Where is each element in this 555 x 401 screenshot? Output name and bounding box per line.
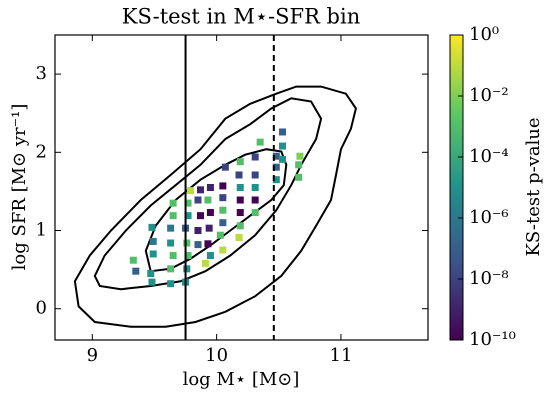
point bbox=[184, 199, 192, 207]
point bbox=[169, 212, 177, 220]
point bbox=[183, 239, 191, 247]
point bbox=[194, 196, 202, 204]
colorbar-tick-label: 10⁻² bbox=[469, 85, 509, 106]
colorbar-tick-label: 10⁻⁴ bbox=[469, 146, 509, 167]
point bbox=[219, 182, 227, 190]
point bbox=[204, 240, 212, 248]
point bbox=[187, 187, 195, 195]
point bbox=[201, 259, 209, 267]
point bbox=[279, 142, 287, 150]
point bbox=[216, 231, 224, 239]
point bbox=[236, 158, 244, 166]
point bbox=[149, 250, 157, 258]
point bbox=[219, 246, 227, 254]
point bbox=[221, 163, 229, 171]
point bbox=[251, 153, 259, 161]
point bbox=[204, 196, 212, 204]
point bbox=[251, 171, 259, 179]
y-axis-label: log SFR [M⊙ yr⁻¹] bbox=[9, 104, 30, 271]
x-axis-label: log M⋆ [M⊙] bbox=[183, 369, 300, 390]
colorbar-tick-label: 10⁻⁶ bbox=[469, 207, 509, 228]
chart-title: KS-test in M⋆-SFR bin bbox=[122, 5, 361, 29]
point bbox=[147, 270, 155, 278]
plot-frame bbox=[54, 34, 429, 341]
point bbox=[132, 267, 140, 275]
y-tick-label: 1 bbox=[36, 220, 47, 241]
x-tick-label: 10 bbox=[205, 345, 228, 366]
point bbox=[183, 265, 191, 273]
point bbox=[194, 241, 202, 249]
point bbox=[236, 222, 244, 230]
point bbox=[184, 212, 192, 220]
point bbox=[279, 155, 287, 163]
point bbox=[272, 152, 280, 160]
point bbox=[279, 128, 287, 136]
point bbox=[236, 184, 244, 191]
point bbox=[235, 234, 243, 242]
point bbox=[295, 161, 303, 169]
point bbox=[167, 280, 175, 288]
point bbox=[296, 152, 304, 160]
point bbox=[205, 224, 213, 232]
point bbox=[236, 209, 244, 217]
point bbox=[148, 278, 156, 286]
point bbox=[167, 239, 175, 247]
colorbar-tick-label: 10⁻⁸ bbox=[469, 268, 509, 289]
point bbox=[196, 212, 204, 220]
point bbox=[206, 209, 214, 217]
point bbox=[295, 173, 303, 181]
y-tick-label: 3 bbox=[36, 63, 47, 84]
point bbox=[236, 196, 244, 204]
point bbox=[196, 186, 204, 194]
point bbox=[251, 209, 259, 217]
point bbox=[256, 138, 264, 146]
colorbar bbox=[449, 34, 464, 341]
point bbox=[272, 163, 280, 171]
point bbox=[167, 224, 175, 232]
point bbox=[184, 252, 192, 260]
point bbox=[251, 196, 259, 204]
point bbox=[194, 227, 202, 235]
point bbox=[149, 237, 157, 245]
y-tick-label: 0 bbox=[36, 298, 47, 319]
point bbox=[129, 256, 137, 264]
point bbox=[148, 223, 156, 231]
contour bbox=[73, 85, 357, 328]
point bbox=[206, 252, 214, 260]
x-tick-label: 11 bbox=[330, 345, 353, 366]
point bbox=[169, 199, 177, 207]
point bbox=[235, 171, 243, 179]
colorbar-tick-label: 10⁻¹⁰ bbox=[469, 329, 516, 350]
x-tick-label: 9 bbox=[87, 345, 98, 366]
point bbox=[167, 265, 175, 273]
point bbox=[251, 184, 259, 191]
contour bbox=[93, 97, 323, 291]
point bbox=[272, 176, 280, 184]
colorbar-tick-label: 10⁰ bbox=[469, 24, 499, 45]
point bbox=[219, 206, 227, 214]
colorbar-label: KS-test p-value bbox=[523, 117, 544, 256]
contour bbox=[144, 148, 288, 273]
point bbox=[219, 219, 227, 227]
point bbox=[169, 252, 177, 260]
point bbox=[219, 194, 227, 202]
point bbox=[206, 184, 214, 191]
y-tick-label: 2 bbox=[36, 141, 47, 162]
